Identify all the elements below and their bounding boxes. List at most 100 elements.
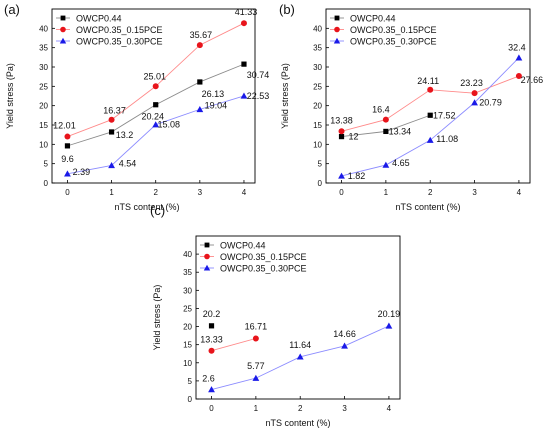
data-point xyxy=(64,170,71,177)
x-axis-label: nTS content (%) xyxy=(265,418,330,428)
y-tick-label: 35 xyxy=(39,44,48,53)
data-label: 26.13 xyxy=(202,89,225,99)
data-label: 9.6 xyxy=(61,154,74,164)
y-tick-label: 20 xyxy=(39,102,48,111)
x-tick-label: 0 xyxy=(65,188,70,197)
data-point xyxy=(252,374,260,381)
data-point xyxy=(515,54,523,61)
legend-marker xyxy=(59,37,67,44)
x-tick-label: 0 xyxy=(339,188,344,197)
y-tick-label: 0 xyxy=(318,179,323,188)
legend-marker xyxy=(60,15,66,21)
data-point xyxy=(338,128,345,135)
data-label: 13.38 xyxy=(330,115,353,125)
chart-panel-2: (c) 0 5 10 15 20 25 30 35 40 0 1 2 3 4 nTS content (%) Y… xyxy=(150,203,401,428)
legend-entry: OWCP0.35_0.30PCE xyxy=(220,264,307,274)
data-point xyxy=(427,112,433,118)
data-point xyxy=(108,129,115,135)
panel-label: (a) xyxy=(4,2,20,17)
data-label: 4.54 xyxy=(119,158,137,168)
plot-frame xyxy=(51,8,256,184)
data-point xyxy=(208,323,215,329)
y-axis-label: Yield stress (Pa) xyxy=(280,63,290,129)
x-tick-label: 4 xyxy=(517,188,522,197)
legend-marker xyxy=(203,264,211,271)
legend-entry: OWCP0.44 xyxy=(76,14,122,24)
data-label: 32.4 xyxy=(508,43,526,53)
legend-entry: OWCP0.44 xyxy=(350,14,396,24)
data-label: 16.37 xyxy=(103,106,126,116)
y-tick-label: 25 xyxy=(313,82,322,91)
y-tick-label: 15 xyxy=(39,121,48,130)
data-point xyxy=(341,342,348,349)
data-label: 12.01 xyxy=(53,121,76,131)
y-tick-label: 40 xyxy=(183,250,192,259)
data-point xyxy=(338,172,345,179)
y-axis-label: Yield stress (Pa) xyxy=(152,285,162,351)
data-point xyxy=(240,92,248,99)
legend-entry: OWCP0.35_0.15PCE xyxy=(76,25,163,35)
data-point xyxy=(152,121,160,128)
y-tick-label: 0 xyxy=(44,179,49,188)
legend-entry: OWCP0.44 xyxy=(220,241,266,251)
data-point xyxy=(471,90,478,97)
data-point xyxy=(426,136,434,143)
data-point xyxy=(64,143,71,149)
data-label: 15.08 xyxy=(157,120,180,130)
data-point xyxy=(515,73,522,80)
legend-entry: OWCP0.35_0.15PCE xyxy=(220,252,307,262)
x-axis-label: nTS content (%) xyxy=(114,202,179,212)
legend-marker xyxy=(334,15,340,21)
data-label: 20.2 xyxy=(203,309,221,319)
data-point xyxy=(427,86,434,93)
y-tick-label: 5 xyxy=(188,377,193,386)
data-label: 41.33 xyxy=(235,7,258,17)
data-point xyxy=(296,353,304,360)
y-axis-label: Yield stress (Pa) xyxy=(5,63,15,129)
data-point xyxy=(338,134,345,140)
data-label: 16.4 xyxy=(372,105,390,115)
legend-marker xyxy=(60,26,66,33)
x-tick-label: 1 xyxy=(109,188,114,197)
y-tick-label: 20 xyxy=(313,102,322,111)
y-tick-label: 25 xyxy=(39,82,48,91)
x-tick-label: 1 xyxy=(254,404,259,413)
data-label: 23.23 xyxy=(460,78,483,88)
legend-marker xyxy=(333,37,341,44)
x-tick-label: 3 xyxy=(198,188,203,197)
data-label: 16.71 xyxy=(245,321,268,331)
data-label: 25.01 xyxy=(143,71,166,81)
data-point xyxy=(64,133,71,140)
data-label: 20.24 xyxy=(141,112,164,122)
y-tick-label: 10 xyxy=(313,140,322,149)
data-point xyxy=(252,335,259,342)
y-tick-label: 40 xyxy=(313,24,322,33)
data-label: 5.77 xyxy=(247,361,265,371)
y-tick-label: 25 xyxy=(183,304,192,313)
data-label: 13.33 xyxy=(200,335,223,345)
data-label: 19.04 xyxy=(205,100,228,110)
y-tick-label: 15 xyxy=(313,121,322,130)
x-tick-label: 2 xyxy=(153,188,158,197)
x-tick-label: 2 xyxy=(298,404,303,413)
data-label: 13.2 xyxy=(116,130,134,140)
y-tick-label: 0 xyxy=(188,395,193,404)
data-label: 30.74 xyxy=(247,70,270,80)
data-point xyxy=(382,116,389,123)
data-label: 4.65 xyxy=(392,158,410,168)
plot-frame xyxy=(195,235,401,400)
y-tick-label: 35 xyxy=(313,44,322,53)
data-label: 35.67 xyxy=(190,30,213,40)
y-tick-label: 15 xyxy=(183,341,192,350)
data-point xyxy=(240,20,247,27)
data-label: 20.19 xyxy=(378,309,401,319)
data-point xyxy=(241,61,247,67)
y-tick-label: 5 xyxy=(318,160,323,169)
data-point xyxy=(383,128,389,135)
data-point xyxy=(382,161,390,168)
y-tick-label: 40 xyxy=(39,24,48,33)
data-point xyxy=(153,102,159,108)
x-tick-label: 2 xyxy=(428,188,433,197)
data-label: 1.82 xyxy=(348,171,366,181)
